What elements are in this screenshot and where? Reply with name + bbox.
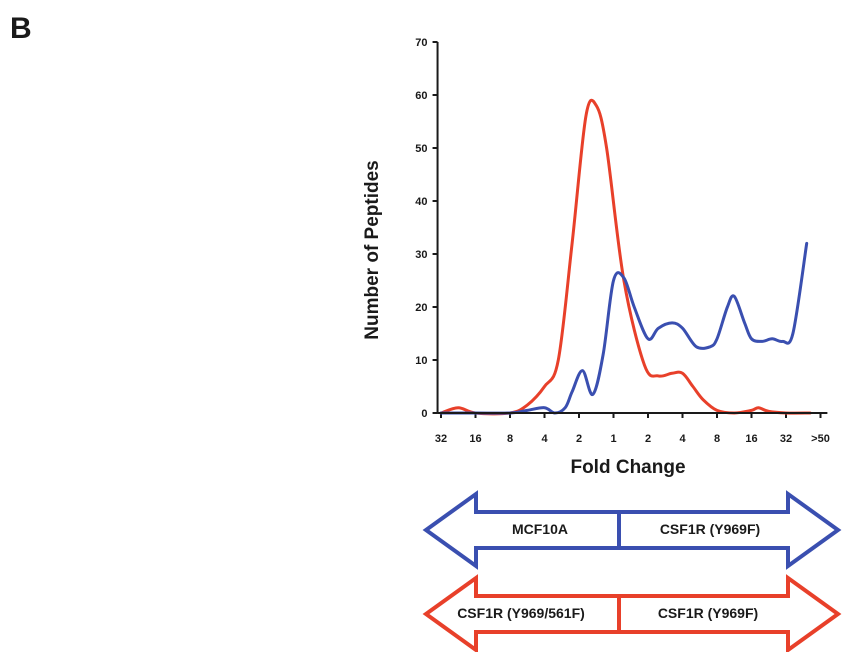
x-axis-title: Fold Change (570, 457, 685, 478)
x-tick-label: 2 (576, 433, 582, 445)
x-tick-label: 16 (469, 433, 481, 445)
y-tick-label: 50 (415, 143, 427, 155)
x-tick-label: 32 (780, 433, 792, 445)
x-tick-label: 8 (714, 433, 720, 445)
blue-double-arrow (422, 490, 842, 570)
x-tick-label: >50 (811, 433, 830, 445)
y-axis-title: Number of Peptides (362, 160, 383, 339)
line-chart: 0 10 20 30 40 50 60 70 32 16 8 4 2 1 2 4 8 16 32 >50 Numbe… (362, 37, 830, 478)
y-tick-label: 30 (415, 249, 427, 261)
y-tick-label: 40 (415, 196, 427, 208)
x-tick-label: 32 (435, 433, 447, 445)
x-tick-label: 4 (679, 433, 686, 445)
blue-arrow-right-label: CSF1R (Y969F) (660, 521, 760, 537)
red-arrow-left-label: CSF1R (Y969/561F) (457, 605, 585, 621)
series-lines (439, 98, 812, 416)
blue-arrow-left-label: MCF10A (512, 521, 568, 537)
y-tick-label: 20 (415, 302, 427, 314)
red-series-line (439, 98, 812, 416)
red-comparison-arrow: CSF1R (Y969/561F) CSF1R (Y969F) (422, 574, 842, 652)
y-axis-ticks: 0 10 20 30 40 50 60 70 (415, 37, 438, 420)
y-tick-label: 70 (415, 37, 427, 49)
x-tick-label: 2 (645, 433, 651, 445)
panel-label: B (10, 12, 32, 45)
y-tick-label: 10 (415, 355, 427, 367)
y-tick-label: 0 (421, 408, 427, 420)
y-tick-label: 60 (415, 90, 427, 102)
x-tick-label: 4 (541, 433, 548, 445)
red-arrow-right-label: CSF1R (Y969F) (658, 605, 758, 621)
x-tick-label: 1 (610, 433, 616, 445)
x-tick-label: 8 (507, 433, 513, 445)
comparison-arrows: MCF10A CSF1R (Y969F) CSF1R (Y969/561F) C… (422, 490, 842, 652)
x-axis-ticks: 32 16 8 4 2 1 2 4 8 16 32 >50 (435, 413, 830, 445)
x-tick-label: 16 (745, 433, 757, 445)
blue-series-line (439, 241, 809, 415)
blue-comparison-arrow: MCF10A CSF1R (Y969F) (422, 490, 842, 570)
red-double-arrow (422, 574, 842, 652)
